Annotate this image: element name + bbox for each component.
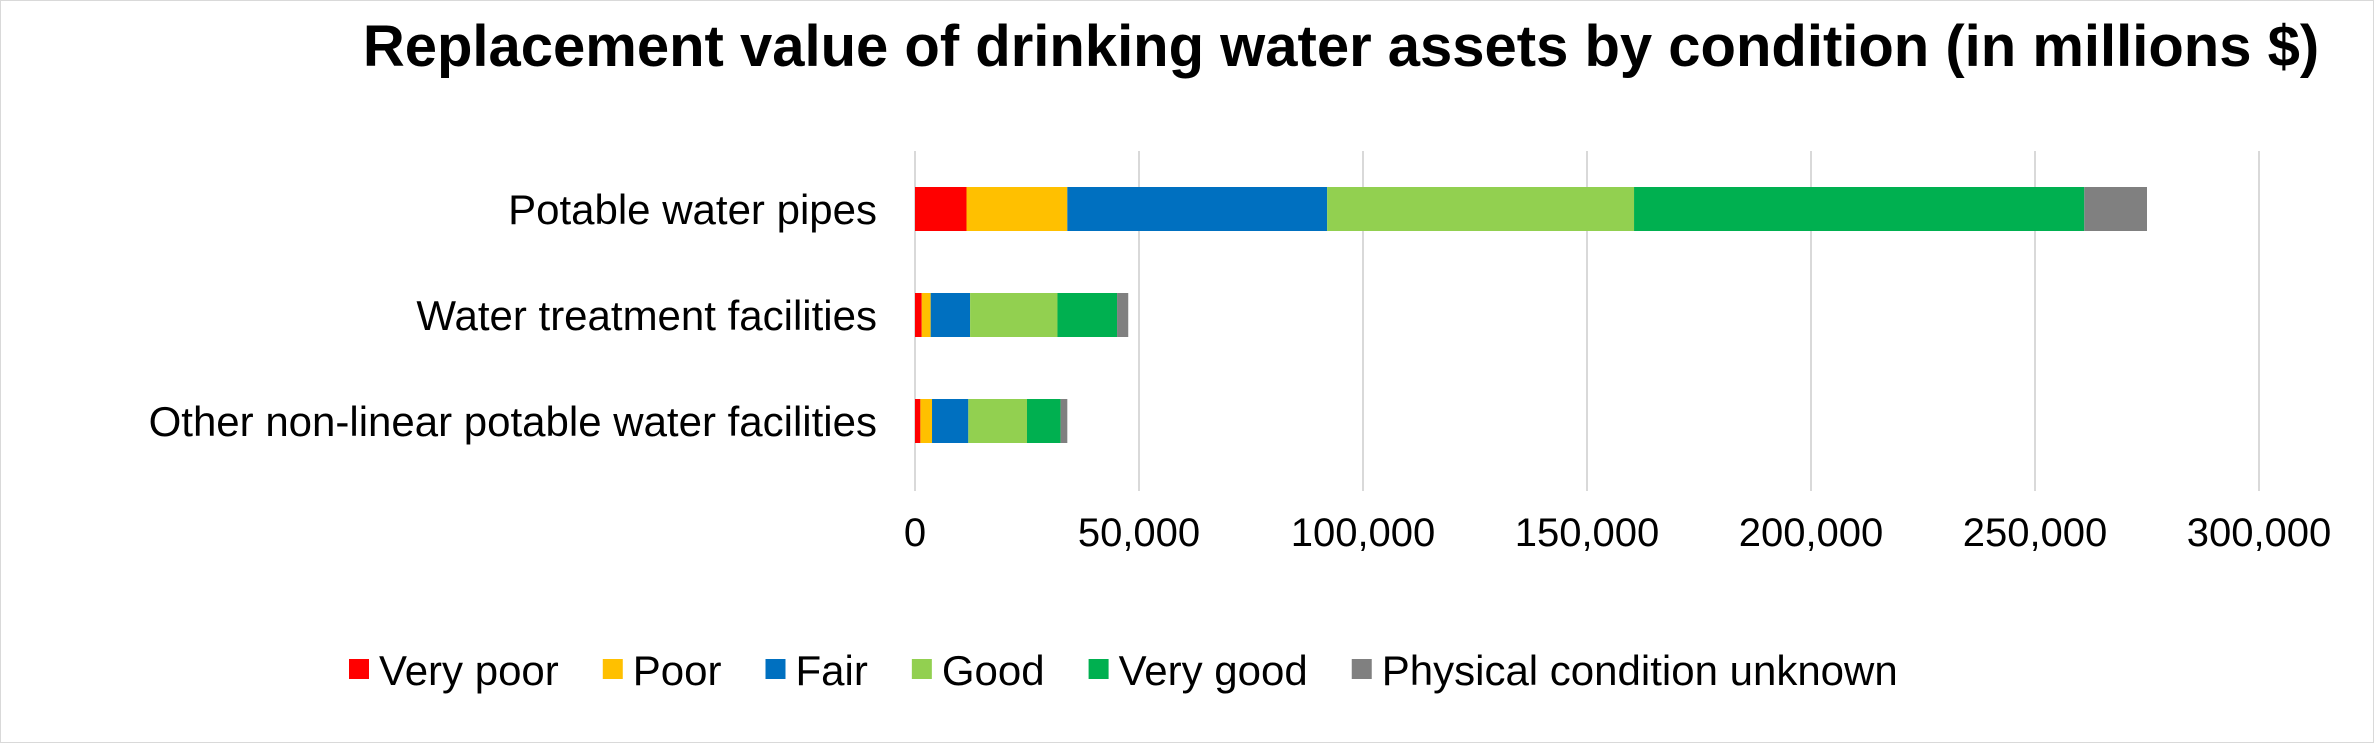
legend-swatch-3: [911, 659, 932, 679]
bar-0-5: [2084, 187, 2147, 231]
legend-swatch-0: [349, 659, 369, 679]
bar-1-0: [915, 293, 922, 337]
category-label-0: Potable water pipes: [508, 186, 877, 233]
bar-2-4: [1027, 399, 1061, 443]
legend-swatch-5: [1351, 659, 1372, 679]
x-tick-label-1: 50,000: [1078, 511, 1200, 555]
bar-0-1: [966, 187, 1068, 231]
legend-swatch-4: [1088, 659, 1109, 679]
legend-label-4: Very good: [1119, 647, 1308, 694]
x-tick-label-5: 250,000: [1963, 511, 2108, 555]
legend-label-2: Fair: [796, 647, 868, 694]
bar-1-5: [1117, 293, 1129, 337]
bar-2-1: [920, 399, 933, 443]
bar-2-2: [932, 399, 969, 443]
category-label-1: Water treatment facilities: [416, 292, 877, 339]
category-label-2: Other non-linear potable water facilitie…: [149, 398, 877, 445]
bar-1-1: [921, 293, 931, 337]
bar-2-3: [968, 399, 1027, 443]
bar-2-5: [1060, 399, 1068, 443]
x-tick-label-3: 150,000: [1515, 511, 1660, 555]
legend-label-0: Very poor: [379, 647, 559, 694]
bar-0-4: [1634, 187, 2085, 231]
legend-label-3: Good: [942, 647, 1045, 694]
x-tick-label-6: 300,000: [2187, 511, 2332, 555]
x-tick-label-0: 0: [904, 511, 926, 555]
bar-1-4: [1057, 293, 1118, 337]
legend-swatch-1: [602, 659, 623, 679]
bar-2-0: [915, 399, 921, 443]
bar-0-0: [915, 187, 967, 231]
bar-1-2: [930, 293, 971, 337]
legend-label-1: Poor: [633, 647, 722, 694]
bar-0-2: [1067, 187, 1328, 231]
bar-1-3: [970, 293, 1058, 337]
chart-title: Replacement value of drinking water asse…: [362, 14, 2320, 79]
x-tick-label-4: 200,000: [1739, 511, 1884, 555]
legend-label-5: Physical condition unknown: [1382, 647, 1898, 694]
legend-swatch-2: [765, 659, 786, 679]
x-tick-label-2: 100,000: [1291, 511, 1436, 555]
bar-0-3: [1327, 187, 1635, 231]
